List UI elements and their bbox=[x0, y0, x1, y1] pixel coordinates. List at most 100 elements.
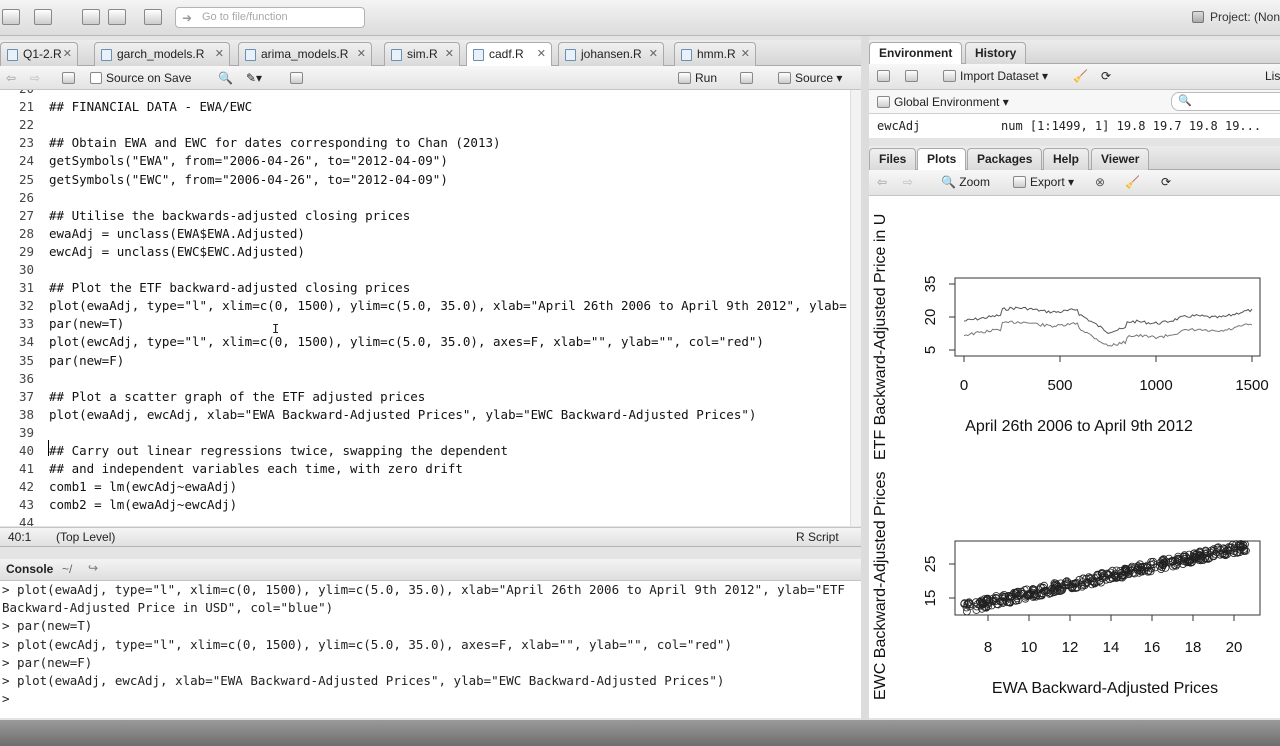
scatter-point bbox=[1013, 587, 1022, 596]
rerun-icon[interactable] bbox=[740, 71, 757, 85]
r-file-icon bbox=[7, 49, 18, 61]
tab-environment[interactable]: Environment bbox=[869, 42, 963, 64]
environment-search-input[interactable]: 🔍 bbox=[1171, 92, 1280, 111]
close-icon[interactable]: ✕ bbox=[740, 48, 750, 60]
line-number: 42 bbox=[18, 479, 34, 495]
scatter-xtick-label: 12 bbox=[1062, 639, 1079, 656]
scatter-point bbox=[1111, 569, 1120, 578]
scatter-xticks: 8 10 12 14 16 18 20 bbox=[984, 615, 1243, 656]
save-file-icon[interactable] bbox=[62, 71, 79, 85]
code-line: ## Utilise the backwards-adjusted closin… bbox=[49, 207, 411, 223]
scatter-point bbox=[1240, 547, 1249, 556]
editor-tabs: Q1-2.R ✕ garch_models.R ✕ arima_models.R ✕ … bbox=[0, 40, 861, 67]
scatter-xtick-label: 20 bbox=[1226, 639, 1243, 656]
tab-hmm[interactable]: hmm.R ✕ bbox=[674, 42, 756, 66]
scatter-point bbox=[1012, 588, 1020, 597]
line-number: 24 bbox=[18, 153, 34, 169]
global-environment-selector[interactable]: Global Environment ▾ bbox=[877, 95, 1009, 109]
previous-plot-icon[interactable]: ⇦ bbox=[877, 175, 888, 189]
load-workspace-icon[interactable] bbox=[877, 69, 894, 83]
scatter-point bbox=[1147, 564, 1156, 573]
export-button[interactable]: Export ▾ bbox=[1013, 175, 1074, 189]
save-workspace-icon[interactable] bbox=[905, 69, 922, 83]
run-button[interactable]: Run bbox=[678, 71, 717, 85]
tab-files[interactable]: Files bbox=[869, 148, 917, 170]
tab-garch-models[interactable]: garch_models.R ✕ bbox=[94, 42, 230, 66]
line-chart-xtick-label: 1500 bbox=[1235, 377, 1268, 394]
source-on-save-checkbox[interactable]: Source on Save bbox=[90, 71, 191, 85]
source-button[interactable]: Source ▾ bbox=[778, 71, 842, 85]
compile-report-icon[interactable] bbox=[290, 71, 307, 85]
goto-file-input[interactable]: ➜ Go to file/function bbox=[175, 7, 365, 28]
tab-plots[interactable]: Plots bbox=[917, 148, 967, 170]
print-icon[interactable] bbox=[144, 9, 162, 25]
scatter-point bbox=[1125, 570, 1133, 579]
line-number: 33 bbox=[18, 316, 34, 332]
close-icon[interactable]: ✕ bbox=[536, 48, 546, 60]
tab-johansen[interactable]: johansen.R ✕ bbox=[558, 42, 664, 66]
line-number: 27 bbox=[18, 207, 34, 223]
scatter-point bbox=[1135, 568, 1144, 577]
line-number: 43 bbox=[18, 497, 34, 513]
close-icon[interactable]: ✕ bbox=[648, 48, 658, 60]
tab-history[interactable]: History bbox=[965, 42, 1027, 64]
refresh-plot-icon[interactable]: ⟳ bbox=[1161, 175, 1172, 189]
search-icon[interactable]: 🔍 bbox=[218, 71, 233, 85]
zoom-button[interactable]: 🔍 Zoom bbox=[941, 175, 990, 189]
editor-scrollbar[interactable] bbox=[850, 90, 861, 526]
goto-arrow-icon: ➜ bbox=[182, 11, 193, 25]
tab-help[interactable]: Help bbox=[1043, 148, 1090, 170]
tab-viewer[interactable]: Viewer bbox=[1091, 148, 1150, 170]
scatter-ytick-label: 15 bbox=[922, 590, 939, 607]
tab-packages[interactable]: Packages bbox=[967, 148, 1043, 170]
scatter-frame bbox=[954, 540, 1261, 616]
search-icon: 🔍 bbox=[1178, 95, 1192, 107]
scatter-point bbox=[1211, 549, 1220, 558]
close-icon[interactable]: ✕ bbox=[444, 48, 454, 60]
zoom-icon: 🔍 bbox=[941, 175, 956, 189]
clear-plots-icon[interactable]: 🧹 bbox=[1125, 175, 1140, 189]
remove-plot-icon[interactable]: ⊗ bbox=[1095, 175, 1106, 189]
save-all-icon[interactable] bbox=[108, 9, 126, 25]
tab-q1-2[interactable]: Q1-2.R ✕ bbox=[0, 42, 78, 66]
scope-selector[interactable]: (Top Level) bbox=[56, 530, 116, 544]
goto-directory-icon[interactable]: ↪ bbox=[88, 561, 99, 575]
scatter-point bbox=[1151, 563, 1160, 572]
line-number: 30 bbox=[18, 262, 34, 277]
project-menu[interactable]: Project: (Non bbox=[1191, 10, 1280, 24]
save-icon[interactable] bbox=[82, 9, 100, 25]
next-plot-icon[interactable]: ⇨ bbox=[903, 175, 914, 189]
scatter-xtick-label: 8 bbox=[984, 639, 992, 656]
global-toolbar: ➜ Go to file/function Project: (Non bbox=[0, 0, 1280, 36]
close-icon[interactable]: ✕ bbox=[214, 48, 224, 60]
import-dataset-button[interactable]: Import Dataset ▾ bbox=[943, 69, 1048, 83]
close-icon[interactable]: ✕ bbox=[356, 48, 366, 60]
back-icon[interactable]: ⇦ bbox=[6, 71, 17, 85]
source-icon bbox=[778, 72, 791, 84]
wand-icon[interactable]: ✎▾ bbox=[246, 71, 263, 85]
scatter-point bbox=[1172, 561, 1181, 570]
new-project-icon[interactable] bbox=[34, 9, 52, 25]
code-editor[interactable]: 20 21 ## FINANCIAL DATA - EWA/EWC 22 23 ## Ob… bbox=[0, 90, 861, 526]
list-view-toggle[interactable]: Lis bbox=[1265, 69, 1280, 83]
file-type-selector[interactable]: R Script bbox=[796, 530, 839, 544]
scatter-point bbox=[1050, 580, 1059, 589]
tab-cadf[interactable]: cadf.R ✕ bbox=[466, 42, 552, 67]
environment-scope-bar: Global Environment ▾ 🔍 bbox=[869, 90, 1280, 114]
broom-icon[interactable]: 🧹 bbox=[1073, 69, 1088, 83]
tab-sim[interactable]: sim.R ✕ bbox=[384, 42, 460, 66]
code-line: ## Obtain EWA and EWC for dates correspo… bbox=[49, 135, 501, 151]
forward-icon[interactable]: ⇨ bbox=[30, 71, 41, 85]
console-output[interactable]: > plot(ewaAdj, type="l", xlim=c(0, 1500)… bbox=[0, 581, 861, 718]
environment-variable-row[interactable]: ewcAdj num [1:1499, 1] 19.8 19.7 19.8 19… bbox=[869, 114, 1280, 138]
pane-splitter[interactable] bbox=[861, 36, 869, 720]
close-icon[interactable]: ✕ bbox=[62, 48, 72, 60]
cursor-position: 40:1 bbox=[8, 530, 32, 544]
console-line: > par(new=F) bbox=[2, 654, 93, 670]
code-line: ewaAdj = unclass(EWA$EWA.Adjusted) bbox=[49, 225, 305, 241]
scatter-point bbox=[1139, 562, 1148, 571]
refresh-icon[interactable]: ⟳ bbox=[1101, 69, 1112, 83]
new-file-icon[interactable] bbox=[2, 9, 20, 25]
scatter-point bbox=[1029, 585, 1038, 594]
tab-arima-models[interactable]: arima_models.R ✕ bbox=[238, 42, 372, 66]
